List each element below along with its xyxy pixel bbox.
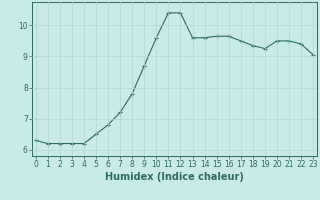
X-axis label: Humidex (Indice chaleur): Humidex (Indice chaleur) — [105, 172, 244, 182]
